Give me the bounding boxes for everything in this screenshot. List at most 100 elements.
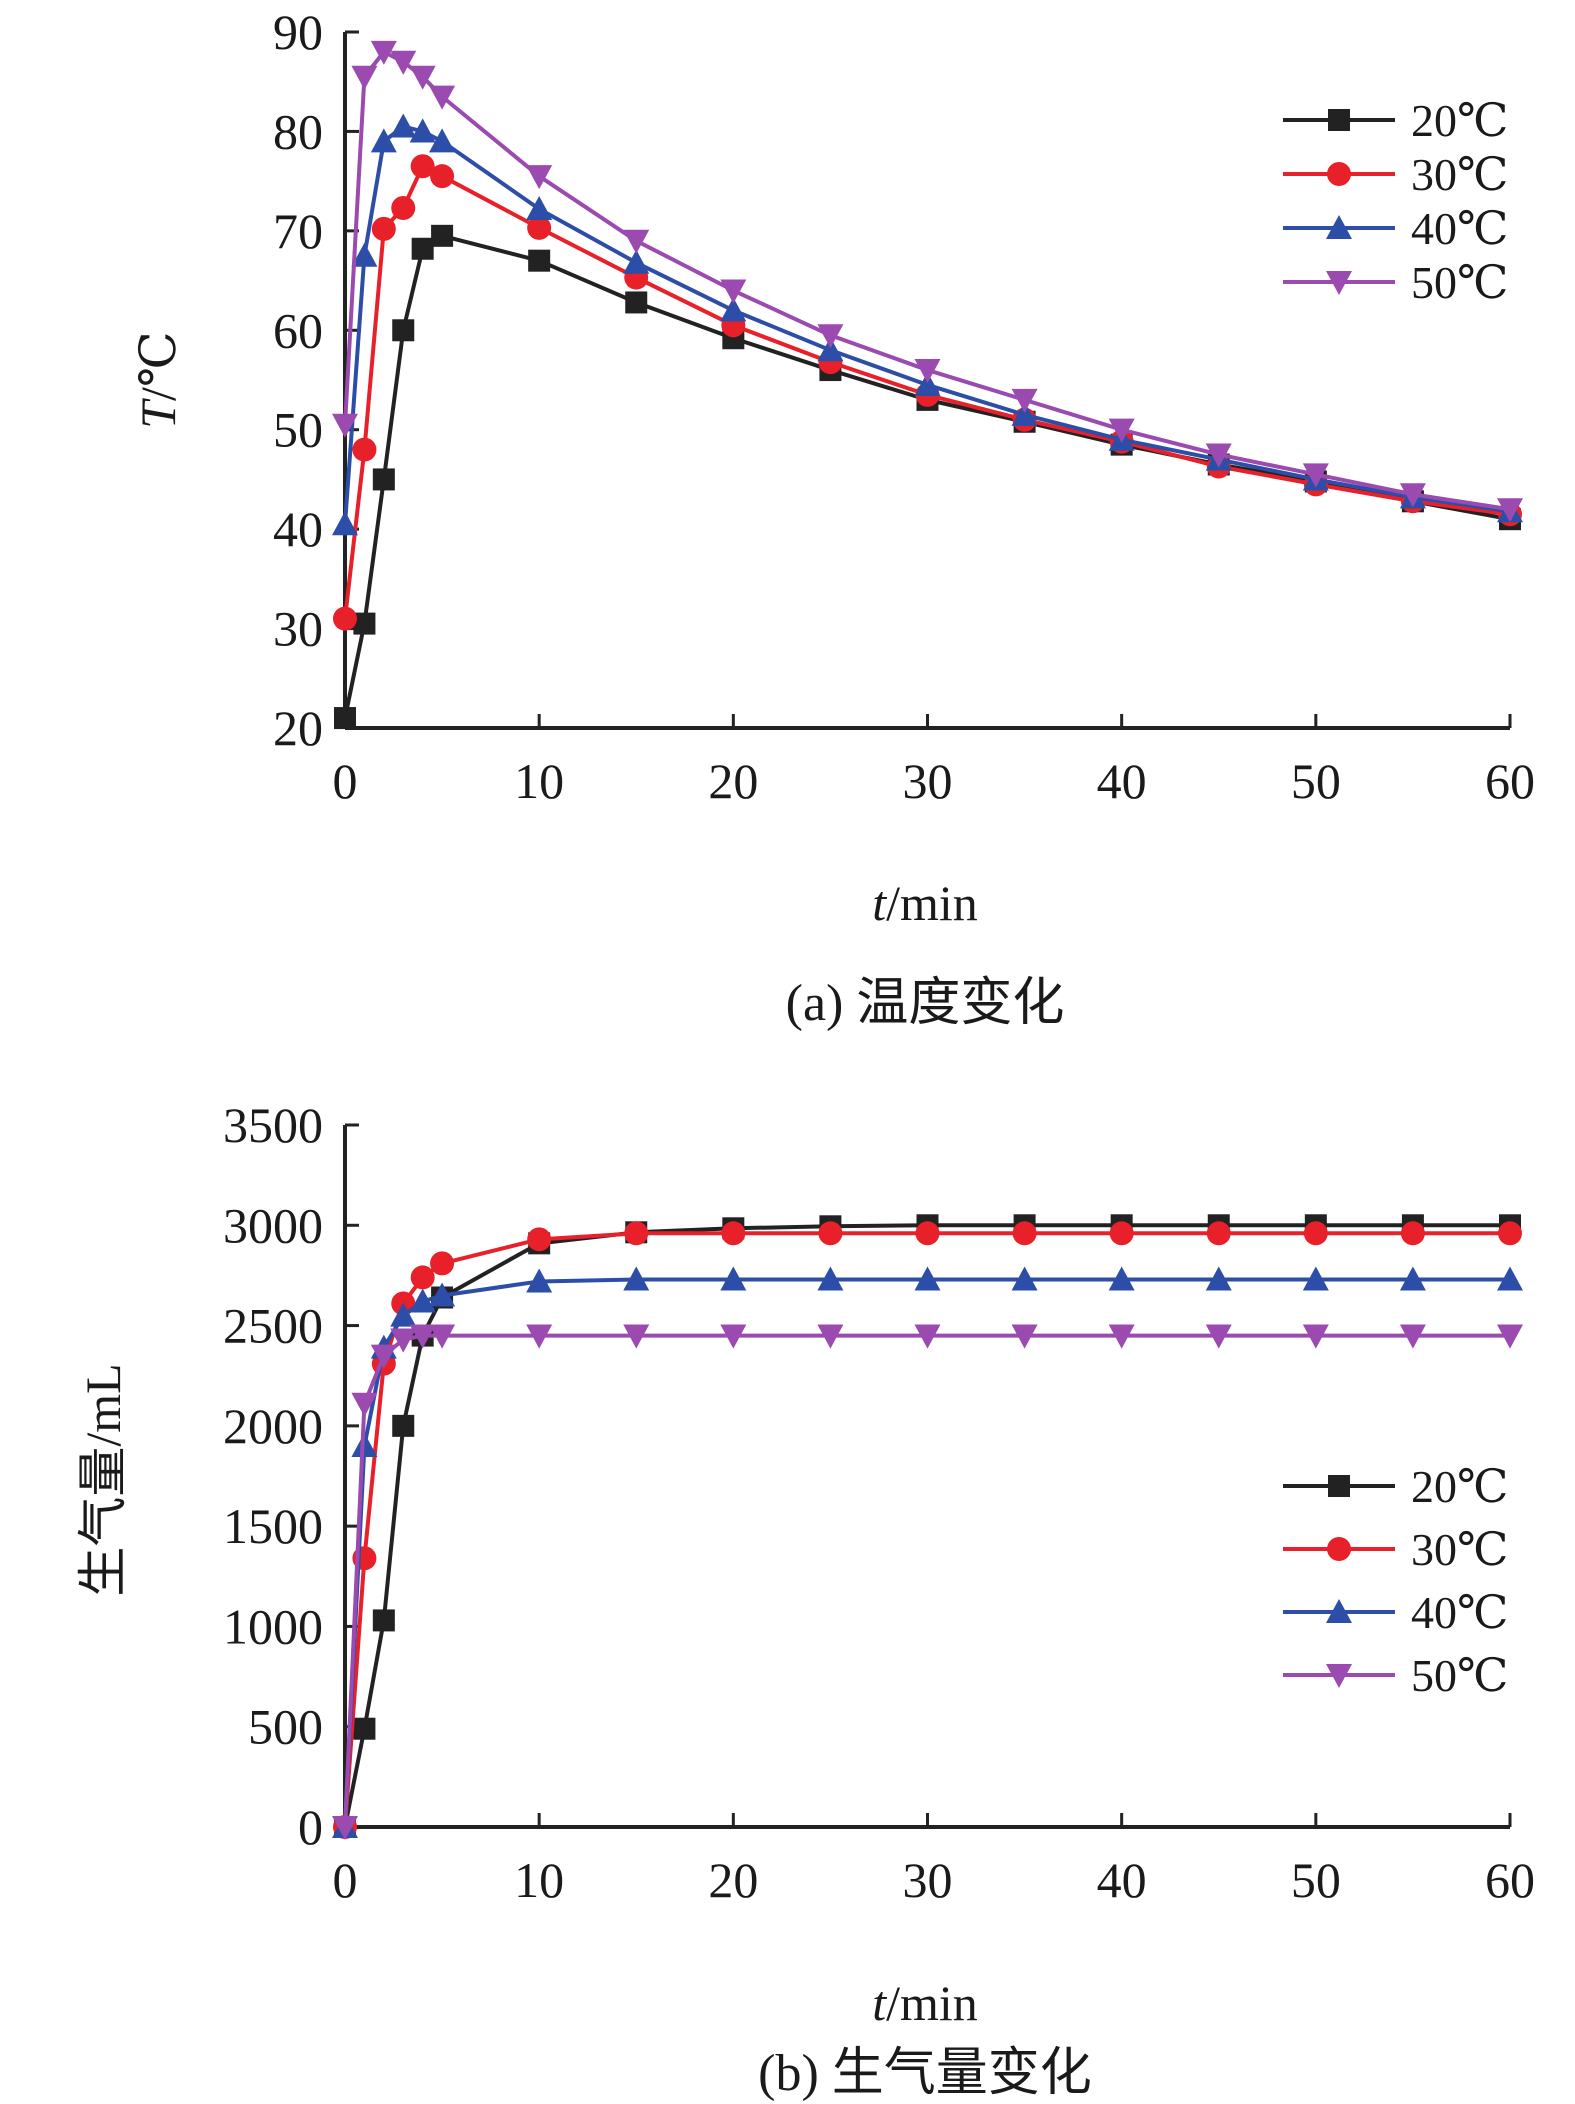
data-point bbox=[410, 154, 435, 179]
data-point bbox=[431, 224, 454, 247]
x-tick-label: 50 bbox=[1291, 753, 1341, 809]
data-point bbox=[720, 1266, 747, 1291]
data-point bbox=[720, 279, 747, 304]
legend-item: 20℃ bbox=[1283, 95, 1508, 146]
data-point bbox=[720, 297, 747, 322]
data-point bbox=[351, 65, 378, 90]
temperature-chart: 20 30 40 50 60 70 80 90 0 10 20 30 40 50 60 t/min T/℃ 20℃… bbox=[130, 4, 1535, 1032]
y-tick-label: 90 bbox=[273, 4, 323, 60]
series-line bbox=[343, 1223, 1510, 1828]
data-point bbox=[430, 164, 455, 189]
x-tick-label: 40 bbox=[1097, 1852, 1147, 1908]
data-point bbox=[1399, 483, 1426, 508]
data-point bbox=[352, 437, 377, 462]
series-50℃ bbox=[332, 1324, 1523, 1840]
data-point bbox=[1205, 443, 1232, 468]
data-point bbox=[1205, 1324, 1232, 1349]
y-axis-title-unit: /℃ bbox=[130, 331, 186, 401]
data-point bbox=[1108, 1324, 1135, 1349]
series-line bbox=[343, 1333, 1510, 1828]
legend-label: 50℃ bbox=[1411, 1650, 1508, 1701]
data-point bbox=[817, 1266, 844, 1291]
data-point bbox=[1400, 1221, 1425, 1246]
data-point bbox=[1011, 401, 1038, 426]
data-point bbox=[720, 1324, 747, 1349]
data-point bbox=[1302, 1266, 1329, 1291]
data-point bbox=[1206, 1221, 1231, 1246]
data-point bbox=[351, 242, 378, 267]
data-point bbox=[914, 1266, 941, 1291]
legend-label: 20℃ bbox=[1411, 1461, 1508, 1512]
data-point bbox=[372, 468, 395, 491]
data-point bbox=[527, 1227, 552, 1252]
legend-item: 50℃ bbox=[1283, 1650, 1508, 1701]
y-axis-title: 生气量/mL bbox=[75, 1363, 131, 1596]
y-tick-label: 0 bbox=[298, 1799, 323, 1855]
data-point bbox=[528, 249, 551, 272]
data-point bbox=[370, 1344, 397, 1369]
y-tick-label: 30 bbox=[273, 601, 323, 657]
legend-item: 30℃ bbox=[1283, 149, 1508, 200]
data-point bbox=[429, 128, 456, 153]
data-point bbox=[370, 40, 397, 65]
data-point bbox=[372, 1609, 395, 1632]
data-point bbox=[526, 1324, 553, 1349]
y-axis-title: T/℃ bbox=[130, 331, 186, 429]
data-point bbox=[353, 1717, 376, 1740]
series-20℃ bbox=[334, 224, 1521, 730]
y-tick-label: 3500 bbox=[223, 1097, 323, 1153]
series-20℃ bbox=[334, 1214, 1521, 1838]
x-axis-title: t/min bbox=[872, 1975, 978, 2031]
data-point bbox=[1303, 1221, 1328, 1246]
legend-item: 40℃ bbox=[1283, 203, 1508, 254]
data-point bbox=[914, 359, 941, 384]
legend-label: 20℃ bbox=[1411, 95, 1508, 146]
data-point bbox=[409, 1324, 436, 1349]
data-point bbox=[390, 113, 417, 138]
y-tick-label: 500 bbox=[248, 1699, 323, 1755]
legend-label: 30℃ bbox=[1411, 149, 1508, 200]
y-tick-label: 60 bbox=[273, 302, 323, 358]
legend-label: 30℃ bbox=[1411, 1524, 1508, 1575]
data-point bbox=[623, 229, 650, 254]
legend-item: 40℃ bbox=[1283, 1587, 1508, 1638]
x-axis-title-var: t bbox=[872, 875, 887, 931]
legend-marker bbox=[1326, 215, 1352, 240]
series-50℃ bbox=[332, 40, 1523, 523]
data-point bbox=[818, 1221, 843, 1246]
data-point bbox=[334, 707, 356, 730]
series-line bbox=[343, 1231, 1510, 1828]
x-tick-label: 0 bbox=[333, 1852, 358, 1908]
data-point bbox=[526, 1268, 553, 1293]
data-point bbox=[392, 319, 415, 342]
data-point bbox=[623, 249, 650, 274]
legend-item: 30℃ bbox=[1283, 1524, 1508, 1575]
y-axis-title-var: T bbox=[130, 398, 186, 429]
data-point bbox=[392, 1414, 415, 1437]
axes: 0 500 1000 1500 2000 2500 3000 3500 0 10 20 30 40 50 6… bbox=[223, 1097, 1535, 1908]
data-point bbox=[623, 1266, 650, 1291]
chart-caption: (a) 温度变化 bbox=[786, 975, 1065, 1032]
data-point bbox=[817, 337, 844, 362]
legend-marker bbox=[1326, 1599, 1352, 1624]
y-tick-label: 3000 bbox=[223, 1197, 323, 1253]
data-point bbox=[332, 1815, 358, 1840]
y-tick-label: 80 bbox=[273, 103, 323, 159]
data-point bbox=[817, 1324, 844, 1349]
legend-label: 50℃ bbox=[1411, 257, 1508, 308]
legend-item: 50℃ bbox=[1283, 257, 1508, 308]
y-tick-label: 2500 bbox=[223, 1298, 323, 1354]
legend-marker bbox=[1328, 1475, 1350, 1497]
data-point bbox=[526, 195, 553, 221]
legend-marker bbox=[1328, 109, 1350, 131]
data-point bbox=[914, 1324, 941, 1349]
x-axis-title-unit: /min bbox=[886, 1975, 978, 2031]
y-tick-label: 70 bbox=[273, 203, 323, 259]
data-point bbox=[817, 324, 844, 349]
data-point bbox=[1399, 1266, 1426, 1291]
data-point bbox=[353, 612, 376, 635]
x-tick-label: 30 bbox=[903, 753, 953, 809]
data-point bbox=[625, 291, 648, 314]
x-tick-label: 10 bbox=[514, 1852, 564, 1908]
data-point bbox=[721, 1221, 746, 1246]
